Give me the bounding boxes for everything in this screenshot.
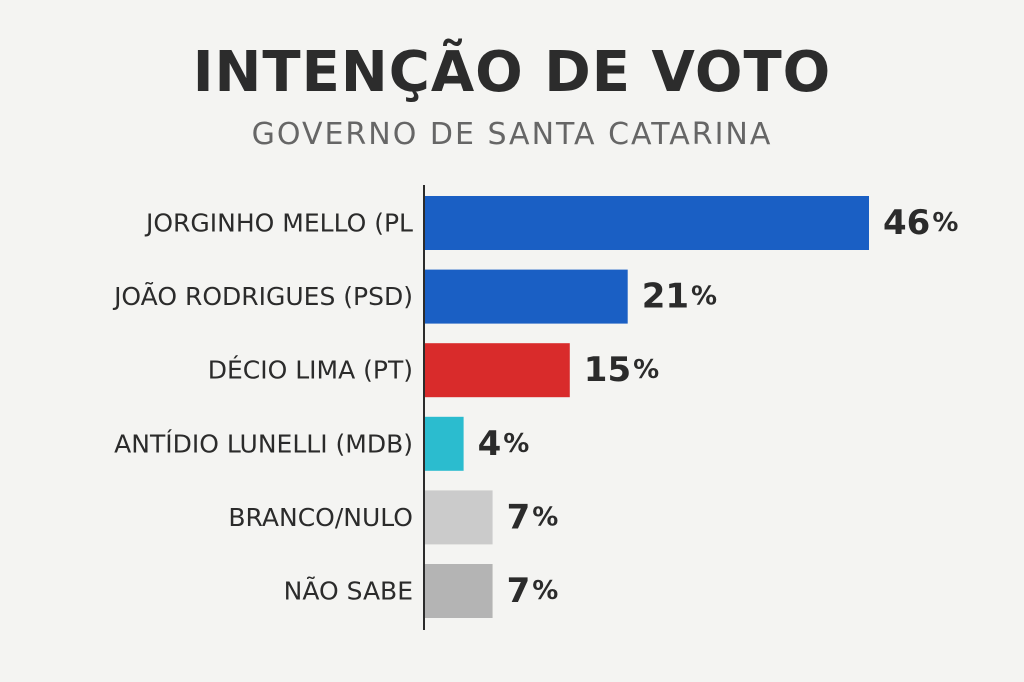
bar-4	[425, 490, 493, 545]
bar-3	[425, 416, 464, 471]
category-label: BRANCO/NULO	[228, 503, 413, 532]
data-label: 7%	[507, 571, 559, 611]
chart-subtitle: GOVERNO DE SANTA CATARINA	[251, 117, 773, 152]
data-label: 4%	[478, 424, 530, 464]
bar-2	[425, 343, 570, 398]
data-label: 21%	[642, 277, 717, 317]
data-label: 46%	[883, 203, 958, 243]
data-label: 7%	[507, 497, 559, 537]
category-label: NÃO SABE	[284, 576, 413, 606]
bar-5	[425, 564, 493, 618]
category-label: JORGINHO MELLO (PL	[144, 209, 413, 238]
bar-1	[425, 269, 628, 324]
category-label: ANTÍDIO LUNELLI (MDB)	[114, 429, 413, 458]
data-label: 15%	[584, 350, 659, 390]
category-label: JOÃO RODRIGUES (PSD)	[112, 281, 413, 311]
category-label: DÉCIO LIMA (PT)	[208, 356, 413, 385]
bar-0	[425, 196, 869, 250]
chart-title: INTENÇÃO DE VOTO	[192, 40, 832, 105]
